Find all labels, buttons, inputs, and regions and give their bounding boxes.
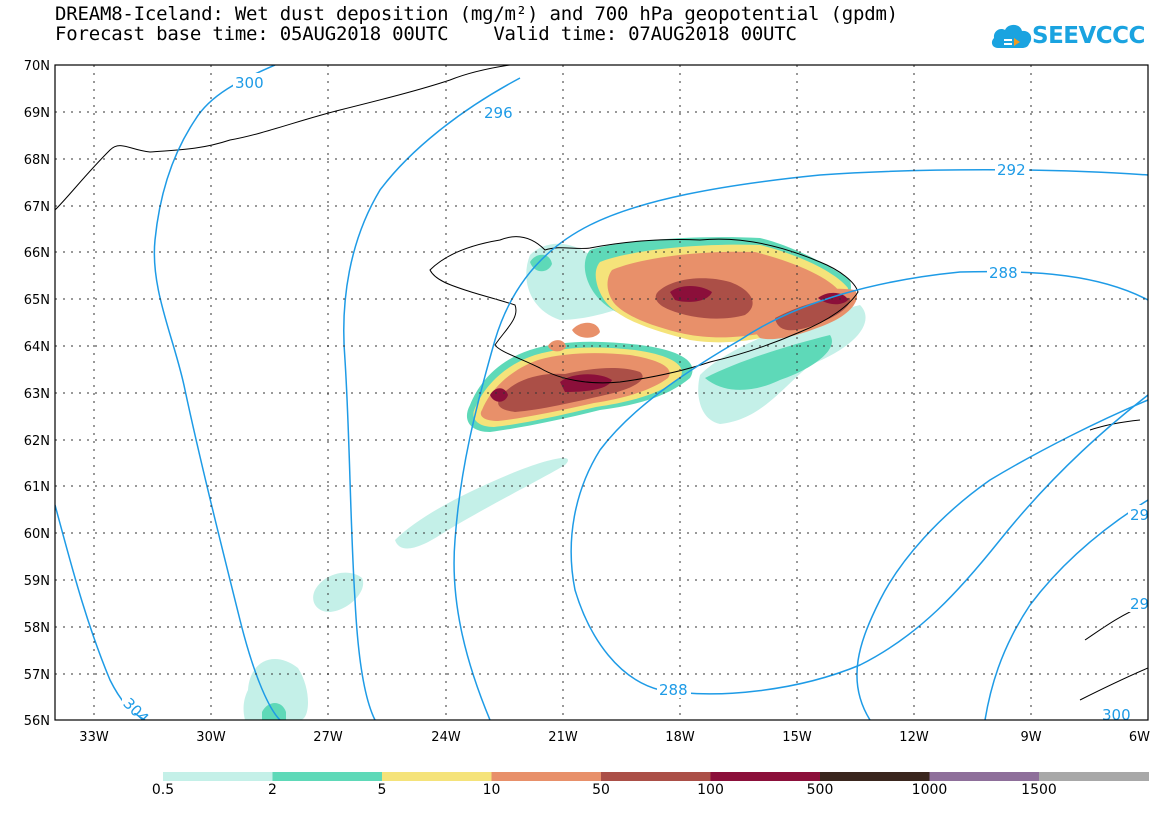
- colorbar-label: 5: [377, 782, 387, 798]
- lon-label: 6W: [1129, 730, 1150, 745]
- colorbar-label: 0.5: [151, 782, 175, 798]
- lat-label: 66N: [24, 246, 50, 261]
- lat-label: 59N: [24, 574, 50, 589]
- colorbar-swatch: [272, 772, 383, 781]
- contour-292-outer: [453, 169, 1148, 720]
- dust-mid-east: [705, 335, 832, 390]
- colorbar-swatch: [163, 772, 273, 781]
- colorbar-label: 1500: [1021, 782, 1057, 798]
- contour-label-292-right: 292: [1130, 506, 1159, 524]
- title-line-1: DREAM8-Iceland: Wet dust deposition (mg/…: [55, 3, 898, 25]
- dust-small-west-1: [572, 322, 600, 338]
- faroe-shetland-coast: [1079, 419, 1148, 701]
- colorbar-label: 1000: [911, 782, 948, 798]
- colorbar-swatch: [382, 772, 492, 781]
- contour-296: [343, 77, 521, 720]
- colorbar-swatch: [491, 772, 602, 781]
- contour-label-288-top: 288: [989, 264, 1018, 282]
- colorbar-label: 2: [268, 782, 277, 798]
- colorbar: [163, 772, 1149, 781]
- seevccc-logo: SEEVCCC: [990, 18, 1160, 58]
- contour-label-288-bottom: 288: [659, 681, 688, 699]
- greenland-coast: [55, 65, 511, 211]
- lat-label: 69N: [24, 106, 50, 121]
- dust-low-blob-south: [243, 659, 308, 720]
- lon-label: 30W: [196, 730, 226, 745]
- lat-label: 61N: [24, 480, 50, 495]
- contour-label-292-top: 292: [997, 161, 1026, 179]
- contour-label-300-bottom: 300: [1102, 706, 1131, 724]
- title-line-2: Forecast base time: 05AUG2018 00UTC Vali…: [55, 23, 797, 45]
- lat-label: 67N: [24, 200, 50, 215]
- contour-label-296: 296: [484, 104, 513, 122]
- contour-labels: 300 296 292 288 288 292 292 300 304: [119, 73, 1159, 724]
- lat-label: 58N: [24, 621, 50, 636]
- lat-label: 57N: [24, 668, 50, 683]
- dust-low-blob-west: [313, 572, 364, 612]
- contour-label-300: 300: [235, 74, 264, 92]
- lon-label: 18W: [665, 730, 695, 745]
- iceland-coast: [429, 236, 859, 384]
- lon-label: 27W: [313, 730, 343, 745]
- colorbar-swatch: [820, 772, 930, 781]
- lat-label: 60N: [24, 527, 50, 542]
- dust-brown-east: [775, 297, 851, 331]
- colorbar-label: 10: [482, 782, 501, 798]
- lon-label: 9W: [1020, 730, 1041, 745]
- lat-label: 65N: [24, 293, 50, 308]
- colorbar-swatch: [710, 772, 821, 781]
- lat-label: 70N: [24, 59, 50, 74]
- colorbar-label: 100: [697, 782, 724, 798]
- contour-292-inner: [856, 399, 1148, 720]
- lon-label: 15W: [782, 730, 812, 745]
- map-frame: [54, 64, 1149, 721]
- lon-label: 33W: [79, 730, 109, 745]
- lon-label: 24W: [431, 730, 461, 745]
- map-plot-area: 300 296 292 288 288 292 292 300 304: [55, 65, 1159, 724]
- colorbar-swatch: [929, 772, 1040, 781]
- dust-deposition-field: [243, 237, 866, 720]
- contour-label-292-right-lower: 292: [1130, 595, 1159, 613]
- colorbar-swatch: [601, 772, 711, 781]
- contour-304: [55, 504, 146, 720]
- graticule: [55, 65, 1148, 720]
- latitude-labels: 70N 69N 68N 67N 66N 65N 64N 63N 62N 61N …: [24, 59, 50, 729]
- dust-small-west-2: [548, 340, 566, 352]
- lon-label: 21W: [548, 730, 578, 745]
- lat-label: 64N: [24, 340, 50, 355]
- lat-label: 63N: [24, 387, 50, 402]
- dust-maroon-southwest: [490, 388, 508, 402]
- contour-288: [570, 270, 1148, 695]
- cloud-icon: [991, 24, 1032, 48]
- longitude-labels: 33W 30W 27W 24W 21W 18W 15W 12W 9W 6W: [79, 730, 1150, 745]
- colorbar-label: 500: [806, 782, 834, 798]
- lat-label: 62N: [24, 434, 50, 449]
- lon-label: 12W: [899, 730, 929, 745]
- dust-maroon-south: [560, 374, 612, 392]
- lat-label: 68N: [24, 153, 50, 168]
- lat-label: 56N: [24, 714, 50, 729]
- dust-small-northwest: [530, 254, 552, 272]
- colorbar-swatch: [1039, 772, 1149, 781]
- contour-300: [153, 65, 281, 720]
- colorbar-label: 50: [592, 782, 610, 798]
- dust-low-plume-south: [395, 458, 568, 549]
- logo-text: SEEVCCC: [1032, 23, 1145, 49]
- contour-292-east: [984, 499, 1148, 720]
- coastlines: [55, 65, 1148, 701]
